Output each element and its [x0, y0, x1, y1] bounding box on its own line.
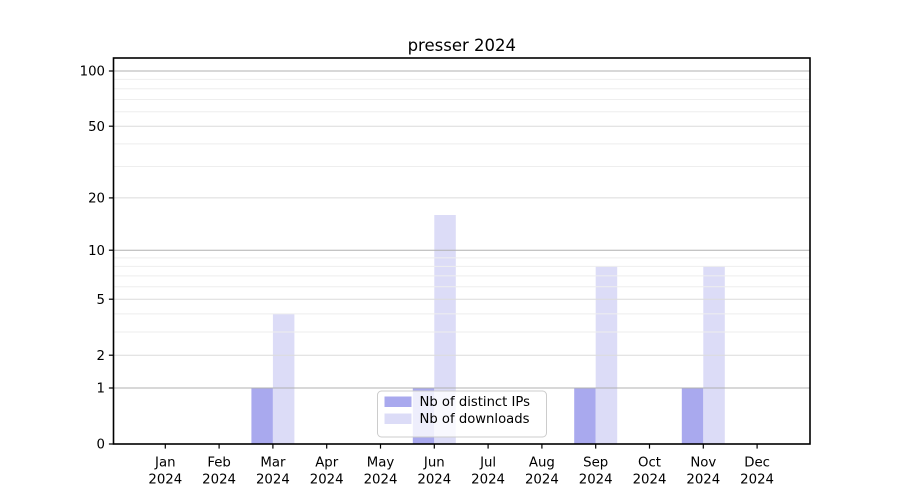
- legend-swatch-series1: [384, 396, 412, 407]
- x-tick-label-year-oct: 2024: [633, 473, 667, 488]
- plot-border: [112, 57, 811, 445]
- bar-series2-jun: [434, 215, 456, 444]
- legend-label-series1: Nb of distinct IPs: [420, 395, 531, 410]
- x-tick-label-month-aug: Aug: [529, 456, 555, 471]
- x-tick-label-month-mar: Mar: [260, 456, 286, 471]
- x-tick-label-year-jun: 2024: [417, 473, 451, 488]
- x-tick-label-year-sep: 2024: [579, 473, 613, 488]
- bar-series1-sep: [574, 388, 596, 444]
- x-tick-label-month-feb: Feb: [207, 456, 231, 471]
- x-tick-label-month-jun: Jun: [423, 456, 445, 471]
- x-tick-label-year-jan: 2024: [148, 473, 182, 488]
- legend-box: [377, 390, 547, 438]
- y-tick-label-0: 0: [97, 438, 105, 453]
- x-tick-label-year-feb: 2024: [202, 473, 236, 488]
- x-tick-label-month-dec: Dec: [744, 456, 770, 471]
- chart-title: presser 2024: [408, 36, 516, 55]
- legend: Nb of distinct IPs Nb of downloads: [377, 390, 547, 438]
- x-tick-label-month-may: May: [367, 456, 395, 471]
- x-tick-label-month-apr: Apr: [315, 456, 339, 471]
- bar-series2-mar: [272, 313, 295, 444]
- y-tick-label-1: 1: [97, 382, 105, 397]
- y-tick-label-2: 2: [97, 349, 105, 364]
- x-tick-label-month-sep: Sep: [583, 456, 608, 471]
- x-tick-label-year-mar: 2024: [256, 473, 290, 488]
- x-tick-label-month-oct: Oct: [638, 456, 661, 471]
- x-tick-label-year-may: 2024: [364, 473, 398, 488]
- bar-series1-nov: [681, 388, 704, 444]
- x-tick-label-year-dec: 2024: [740, 473, 774, 488]
- y-tick-label-5: 5: [97, 293, 105, 308]
- x-tick-label-month-jul: Jul: [479, 456, 496, 471]
- bar-series1-mar: [251, 388, 273, 444]
- x-tick-label-year-aug: 2024: [525, 473, 559, 488]
- x-tick-label-month-jan: Jan: [154, 456, 176, 471]
- y-tick-label-100: 100: [80, 65, 105, 80]
- y-tick-label-20: 20: [88, 192, 105, 207]
- legend-label-series2: Nb of downloads: [420, 412, 530, 427]
- x-tick-label-year-apr: 2024: [310, 473, 344, 488]
- y-tick-label-50: 50: [88, 120, 105, 135]
- x-tick-label-year-nov: 2024: [686, 473, 720, 488]
- x-tick-label-month-nov: Nov: [690, 456, 716, 471]
- y-tick-label-10: 10: [88, 244, 105, 259]
- legend-swatch-series2: [384, 413, 412, 424]
- x-tick-label-year-jul: 2024: [471, 473, 505, 488]
